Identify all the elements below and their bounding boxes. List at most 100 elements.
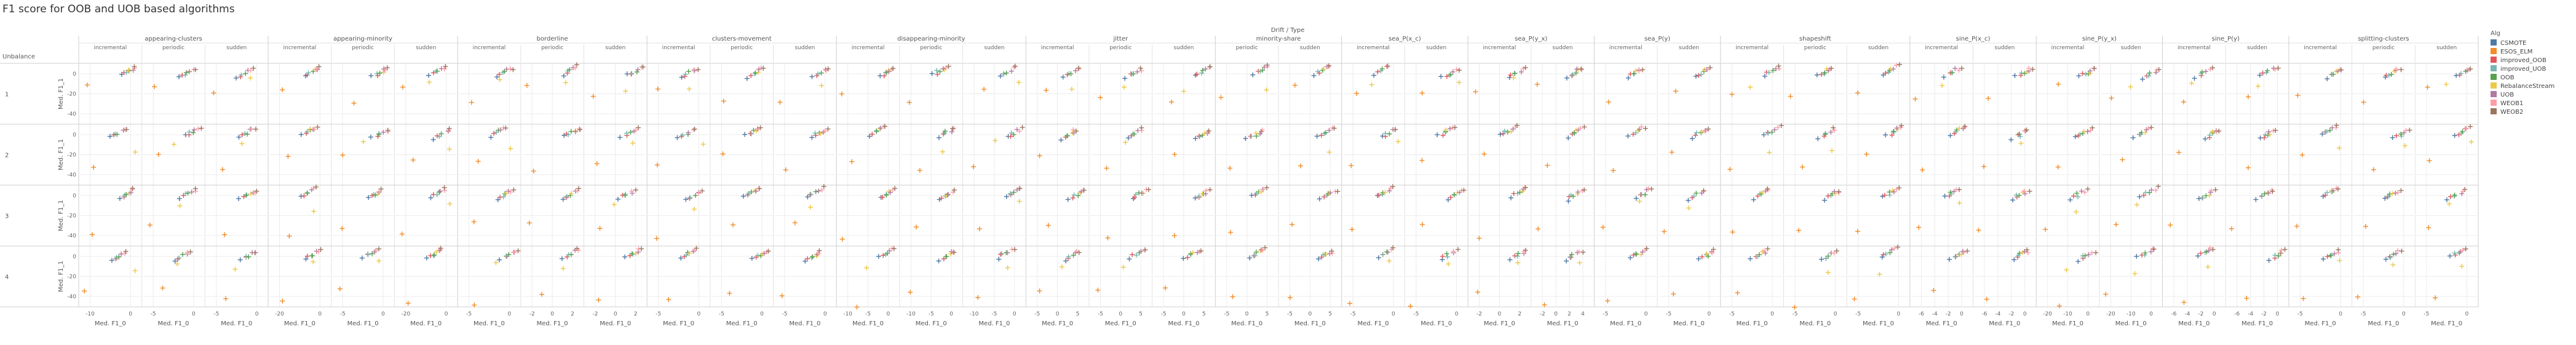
x-axis-label: Med. F1_0 <box>2305 320 2336 327</box>
x-tick-label: 2 <box>1567 311 1571 317</box>
x-tick-label: 0 <box>697 311 700 317</box>
data-point <box>307 126 313 132</box>
data-point <box>951 250 957 255</box>
data-point <box>2294 223 2300 229</box>
data-point <box>1253 130 1259 136</box>
y-axis-label: Med. F1_1 <box>58 261 65 292</box>
data-point <box>1765 246 1770 252</box>
data-point <box>2071 193 2077 199</box>
data-point <box>1264 87 1269 93</box>
data-point <box>2387 254 2393 260</box>
data-point <box>2245 94 2251 100</box>
data-point <box>1705 253 1711 259</box>
data-point <box>1248 133 1254 139</box>
data-point <box>635 250 641 255</box>
x-tick-label: -20 <box>402 311 411 317</box>
data-point <box>1916 224 1922 230</box>
drift-type-label: periodic <box>731 45 753 51</box>
data-point <box>1686 205 1692 211</box>
data-point <box>825 66 831 71</box>
data-point <box>2387 191 2392 197</box>
data-point <box>753 188 759 194</box>
data-point <box>2206 248 2211 253</box>
data-point <box>561 133 567 138</box>
data-point <box>1203 191 1208 197</box>
data-point <box>1649 186 1654 192</box>
data-point <box>1253 191 1259 196</box>
x-tick-label: -4 <box>1932 311 1938 317</box>
data-point <box>2151 247 2157 252</box>
data-point <box>2153 188 2158 193</box>
x-axis-label: Med. F1_0 <box>1799 320 1831 327</box>
data-point <box>1190 250 1195 255</box>
data-point <box>222 232 228 237</box>
data-point <box>596 297 601 303</box>
data-point <box>692 68 697 73</box>
data-point <box>628 71 634 77</box>
data-point <box>1948 133 1953 138</box>
data-point <box>1205 129 1211 135</box>
y-axis-label: Med. F1_1 <box>58 139 65 170</box>
data-point <box>1065 197 1071 202</box>
data-point <box>2328 253 2333 258</box>
data-point <box>566 67 572 73</box>
data-point <box>2213 187 2218 192</box>
data-point <box>808 191 814 197</box>
data-point <box>1573 70 1579 76</box>
data-point <box>2398 132 2404 137</box>
data-point <box>2267 132 2272 137</box>
data-point <box>211 90 216 96</box>
data-point <box>914 224 919 230</box>
data-point <box>376 246 382 252</box>
data-point <box>566 132 571 138</box>
data-point <box>2324 76 2330 82</box>
data-point <box>818 83 824 89</box>
data-point <box>1894 125 1900 131</box>
data-point <box>2468 66 2473 72</box>
data-point <box>809 74 815 79</box>
data-point <box>2209 65 2215 71</box>
drift-type-label: incremental <box>2178 45 2211 51</box>
data-point <box>2276 253 2281 259</box>
data-point <box>740 194 746 199</box>
data-point <box>1630 132 1636 137</box>
x-tick-label: -2 <box>2008 311 2014 317</box>
data-point <box>531 169 536 174</box>
data-point <box>559 256 565 261</box>
data-point <box>124 192 129 197</box>
data-point <box>993 138 998 143</box>
data-point <box>1800 164 1805 170</box>
drift-group-label: disappearing-minority <box>897 36 965 42</box>
data-point <box>1068 71 1074 77</box>
data-point <box>574 246 580 252</box>
x-axis-label: Med. F1_0 <box>2115 320 2147 327</box>
data-point <box>1582 124 1587 130</box>
data-point <box>428 195 434 200</box>
data-point <box>2301 296 2306 301</box>
x-tick-label: -5 <box>1603 311 1608 317</box>
data-point <box>434 192 440 197</box>
data-point <box>1698 129 1704 135</box>
data-point <box>431 253 437 258</box>
data-point <box>746 191 751 196</box>
data-point <box>382 68 387 73</box>
data-point <box>432 252 437 258</box>
legend-swatch <box>2491 82 2497 89</box>
data-point <box>1822 197 1828 203</box>
data-point <box>254 188 260 194</box>
data-point <box>2142 250 2148 256</box>
x-axis-label: Med. F1_0 <box>600 320 631 327</box>
data-point <box>817 248 822 253</box>
data-point <box>2331 251 2337 256</box>
legend-label: UOB <box>2500 92 2514 98</box>
x-axis-label: Med. F1_0 <box>1863 320 1894 327</box>
data-point <box>815 250 821 256</box>
data-point <box>130 186 135 191</box>
data-point <box>742 132 748 137</box>
x-tick-label: 0 <box>823 311 827 317</box>
data-point <box>1523 247 1528 253</box>
data-point <box>2273 127 2278 133</box>
data-point <box>1292 82 1298 88</box>
data-point <box>2452 192 2457 198</box>
y-tick-label: -20 <box>67 213 76 220</box>
